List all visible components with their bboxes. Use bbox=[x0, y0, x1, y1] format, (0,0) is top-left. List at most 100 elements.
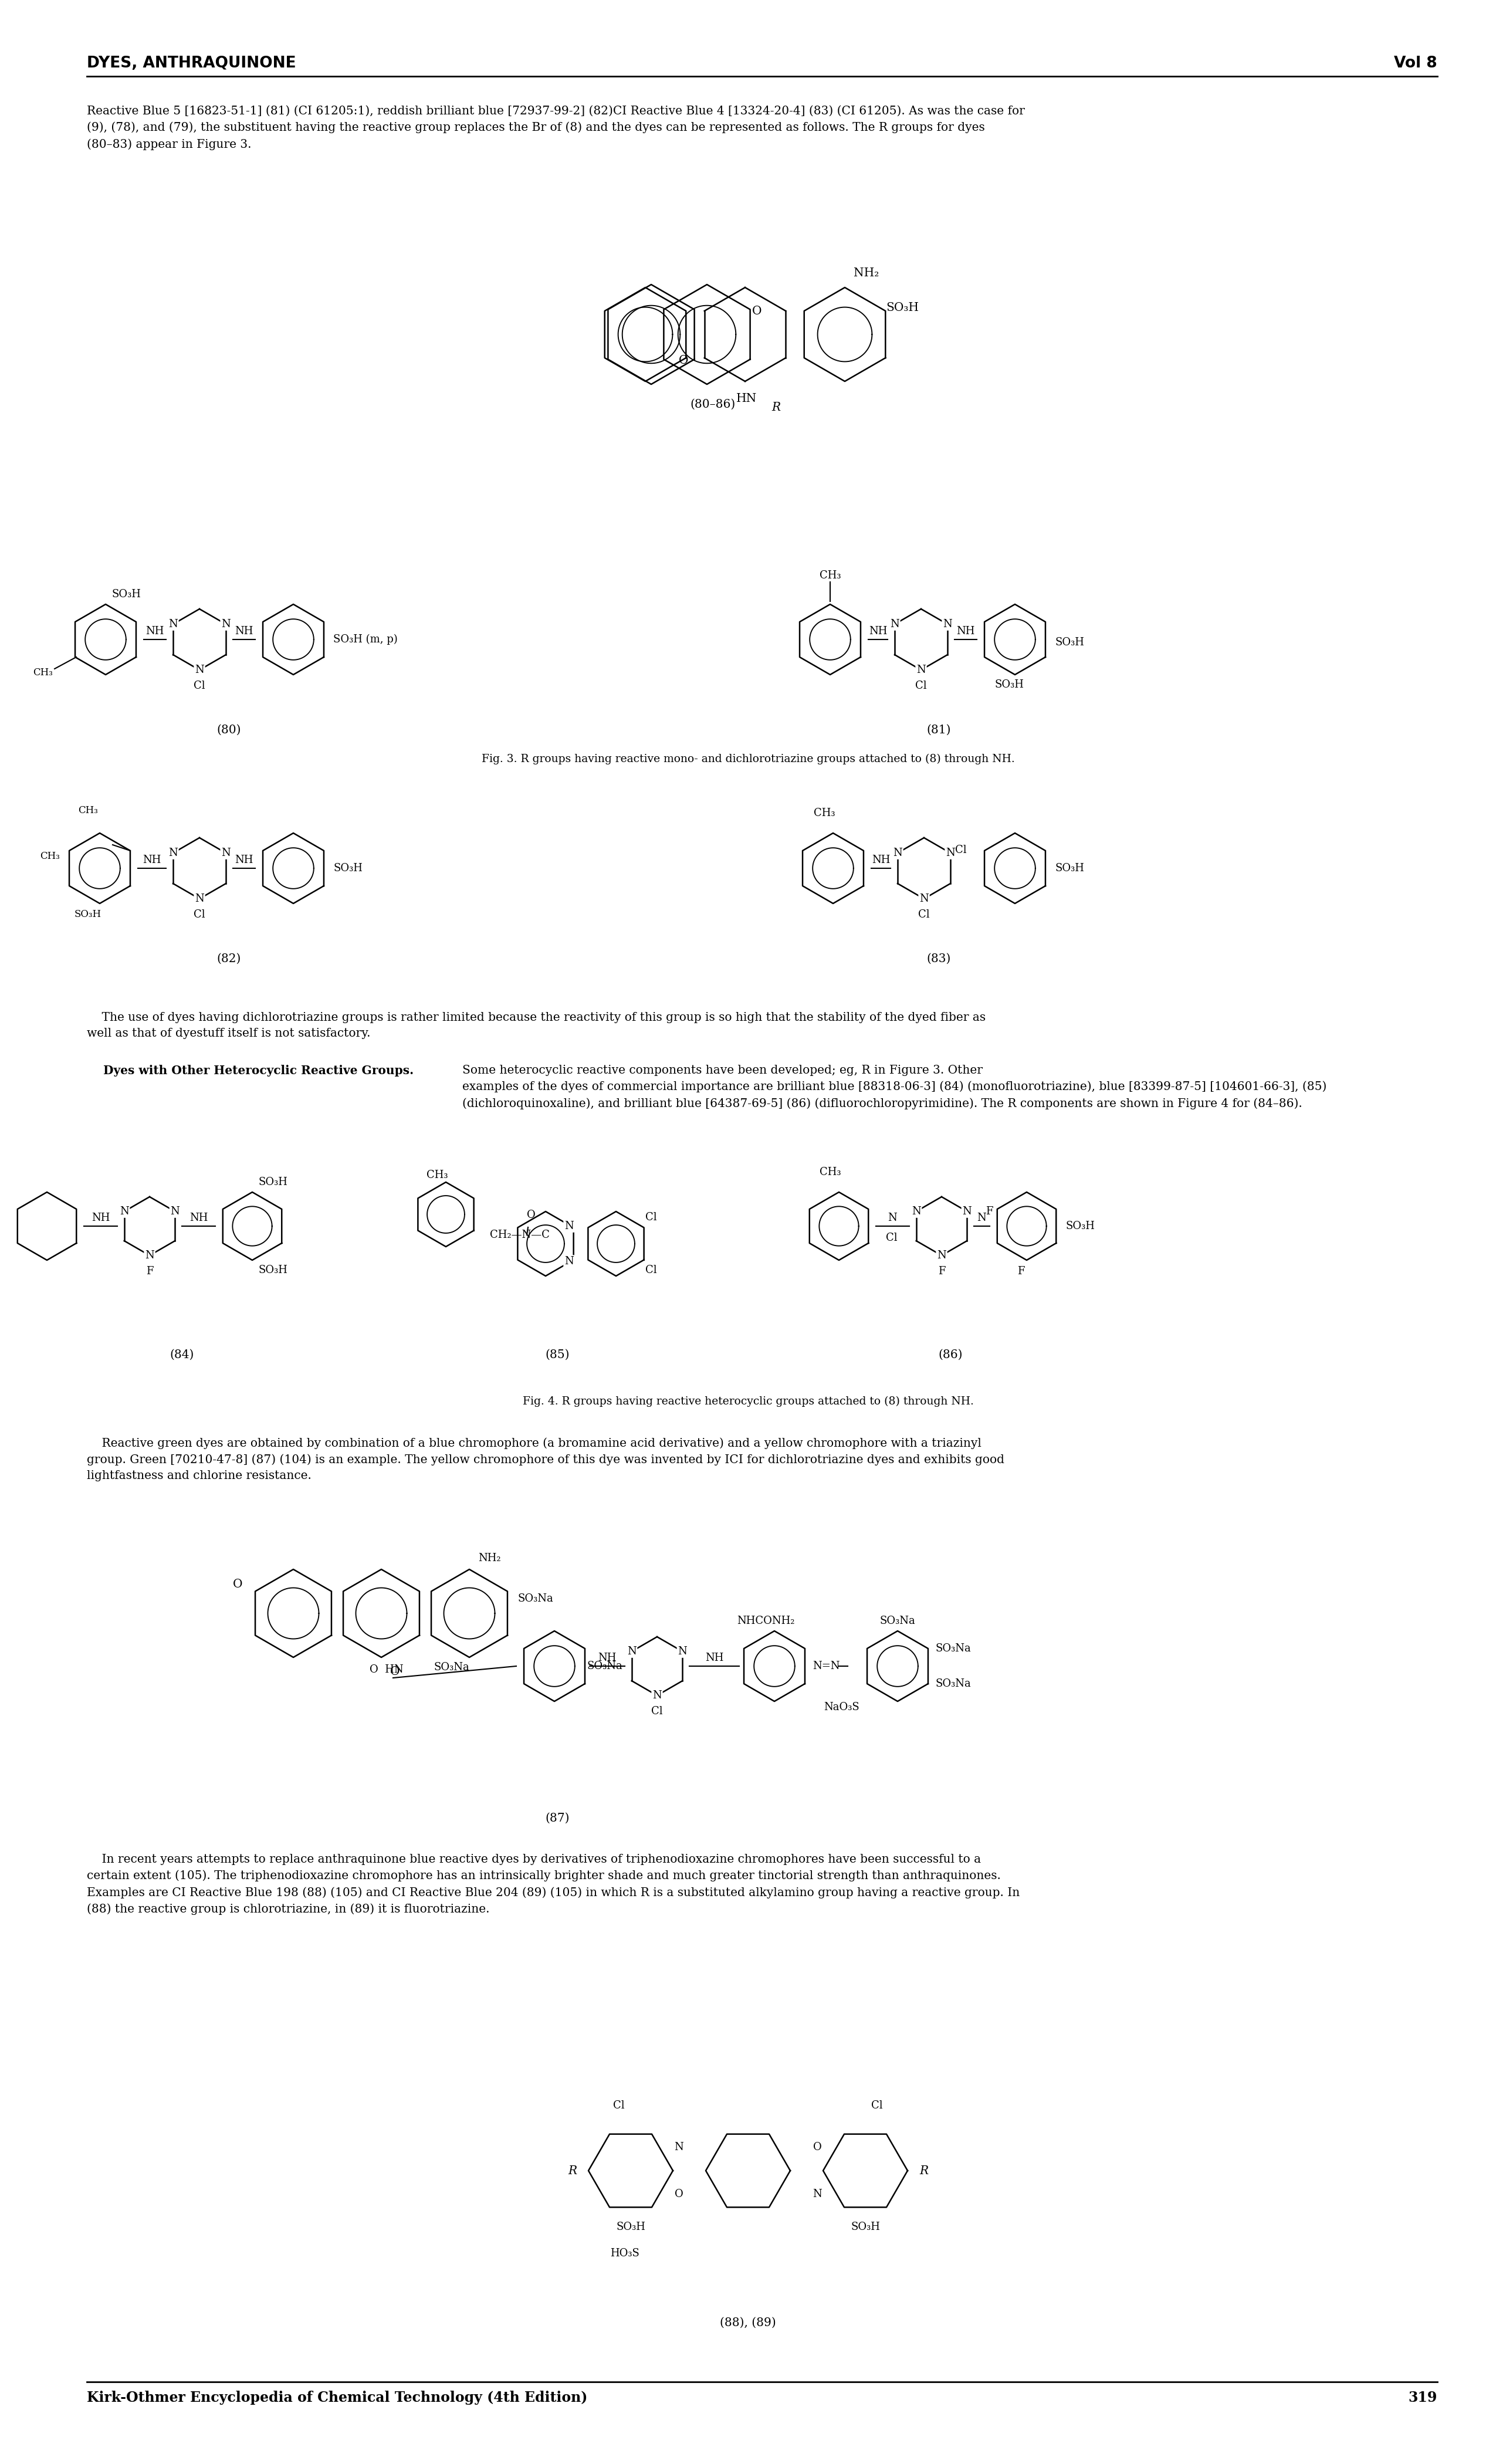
Text: O: O bbox=[527, 1210, 536, 1220]
Text: DYES, ANTHRAQUINONE: DYES, ANTHRAQUINONE bbox=[87, 57, 296, 71]
Text: Reactive Blue 5 [16823-51-1] (81) (CI 61205:1), reddish brilliant blue [72937-99: Reactive Blue 5 [16823-51-1] (81) (CI 61… bbox=[87, 106, 1025, 150]
Text: Dyes with Other Heterocyclic Reactive Groups.: Dyes with Other Heterocyclic Reactive Gr… bbox=[87, 1064, 422, 1077]
Text: SO₃H: SO₃H bbox=[1055, 862, 1085, 875]
Text: SO₃H: SO₃H bbox=[259, 1264, 287, 1276]
Text: F: F bbox=[147, 1266, 153, 1276]
Text: CH₂—N—C: CH₂—N—C bbox=[489, 1230, 549, 1239]
Text: SO₃H: SO₃H bbox=[112, 589, 141, 599]
Text: N: N bbox=[169, 618, 178, 628]
Text: R: R bbox=[920, 2166, 928, 2176]
Text: Vol 8: Vol 8 bbox=[1394, 57, 1438, 71]
Text: Cl: Cl bbox=[613, 2099, 625, 2112]
Text: Cl: Cl bbox=[886, 1232, 898, 1244]
Text: (86): (86) bbox=[938, 1350, 962, 1360]
Text: NH: NH bbox=[235, 626, 253, 636]
Text: O: O bbox=[232, 1579, 242, 1589]
Text: In recent years attempts to replace anthraquinone blue reactive dyes by derivati: In recent years attempts to replace anth… bbox=[87, 1853, 1020, 1915]
Text: Cl: Cl bbox=[916, 680, 928, 690]
Text: N: N bbox=[145, 1249, 154, 1262]
Text: SO₃H: SO₃H bbox=[75, 909, 102, 919]
Text: N: N bbox=[652, 1690, 661, 1700]
Text: O  HN: O HN bbox=[370, 1663, 404, 1676]
Text: (87): (87) bbox=[545, 1814, 570, 1823]
Text: NH: NH bbox=[91, 1212, 109, 1222]
Text: NH₂: NH₂ bbox=[854, 269, 880, 278]
Text: N: N bbox=[169, 848, 178, 857]
Text: N: N bbox=[942, 618, 951, 628]
Text: SO₃H (m, p): SO₃H (m, p) bbox=[334, 633, 398, 646]
Text: NH: NH bbox=[142, 855, 162, 865]
Text: NaO₃S: NaO₃S bbox=[824, 1703, 860, 1712]
Text: N: N bbox=[678, 1646, 687, 1656]
Text: N: N bbox=[812, 2188, 821, 2200]
Text: SO₃H: SO₃H bbox=[616, 2223, 645, 2232]
Text: CH₃: CH₃ bbox=[820, 1168, 841, 1178]
Text: HO₃S: HO₃S bbox=[610, 2247, 639, 2259]
Text: N: N bbox=[564, 1220, 573, 1232]
Text: NH: NH bbox=[190, 1212, 208, 1222]
Text: N: N bbox=[911, 1207, 922, 1217]
Text: The use of dyes having dichlorotriazine groups is rather limited because the rea: The use of dyes having dichlorotriazine … bbox=[87, 1013, 986, 1040]
Text: SO₃Na: SO₃Na bbox=[935, 1643, 971, 1653]
Text: Cl: Cl bbox=[645, 1264, 657, 1276]
Text: O: O bbox=[390, 1666, 399, 1678]
Text: O: O bbox=[679, 355, 688, 367]
Text: 319: 319 bbox=[1408, 2390, 1438, 2405]
Text: Some heterocyclic reactive components have been developed; eg, R in Figure 3. Ot: Some heterocyclic reactive components ha… bbox=[462, 1064, 1327, 1109]
Text: O: O bbox=[675, 2188, 684, 2200]
Text: CH₃: CH₃ bbox=[78, 806, 97, 816]
Text: CH₃: CH₃ bbox=[814, 808, 835, 818]
Text: N=N: N=N bbox=[812, 1661, 839, 1671]
Text: Cl: Cl bbox=[645, 1212, 657, 1222]
Text: SO₃H: SO₃H bbox=[886, 303, 919, 313]
Text: N: N bbox=[171, 1207, 180, 1217]
Text: N: N bbox=[675, 2141, 684, 2154]
Text: SO₃H: SO₃H bbox=[1065, 1220, 1095, 1232]
Text: N: N bbox=[889, 1212, 898, 1222]
Text: SO₃H: SO₃H bbox=[851, 2223, 880, 2232]
Text: Cl: Cl bbox=[871, 2099, 883, 2112]
Text: N: N bbox=[120, 1207, 129, 1217]
Text: CH₃: CH₃ bbox=[426, 1170, 447, 1180]
Text: Cl: Cl bbox=[954, 845, 966, 855]
Text: NH₂: NH₂ bbox=[479, 1552, 501, 1565]
Text: (80–86): (80–86) bbox=[690, 399, 736, 409]
Text: O: O bbox=[752, 306, 761, 318]
Text: (85): (85) bbox=[545, 1350, 570, 1360]
Text: SO₃H: SO₃H bbox=[259, 1178, 287, 1188]
Text: N: N bbox=[627, 1646, 636, 1656]
Text: SO₃H: SO₃H bbox=[1055, 638, 1085, 648]
Text: N: N bbox=[936, 1249, 945, 1262]
Text: SO₃H: SO₃H bbox=[334, 862, 362, 875]
Text: Cl: Cl bbox=[651, 1705, 663, 1717]
Text: N: N bbox=[893, 848, 902, 857]
Text: SO₃Na: SO₃Na bbox=[518, 1594, 554, 1604]
Text: O: O bbox=[812, 2141, 821, 2154]
Text: SO₃Na: SO₃Na bbox=[880, 1616, 916, 1626]
Text: NH: NH bbox=[869, 626, 887, 636]
Text: Reactive green dyes are obtained by combination of a blue chromophore (a bromami: Reactive green dyes are obtained by comb… bbox=[87, 1437, 1004, 1481]
Text: N: N bbox=[221, 618, 230, 628]
Text: (83): (83) bbox=[926, 954, 951, 963]
Text: SO₃Na: SO₃Na bbox=[586, 1661, 622, 1671]
Text: Cl: Cl bbox=[193, 909, 205, 919]
Text: N: N bbox=[890, 618, 899, 628]
Text: N: N bbox=[945, 848, 954, 857]
Text: (88), (89): (88), (89) bbox=[720, 2316, 776, 2328]
Text: NH: NH bbox=[235, 855, 253, 865]
Text: N: N bbox=[920, 894, 929, 904]
Text: N: N bbox=[977, 1212, 986, 1222]
Text: HN: HN bbox=[736, 394, 757, 404]
Text: CH₃: CH₃ bbox=[820, 569, 841, 582]
Text: Fig. 3. R groups having reactive mono- and dichlorotriazine groups attached to (: Fig. 3. R groups having reactive mono- a… bbox=[482, 754, 1014, 764]
Text: Cl: Cl bbox=[193, 680, 205, 690]
Text: CH₃: CH₃ bbox=[40, 853, 60, 862]
Text: NH: NH bbox=[145, 626, 165, 636]
Text: NH: NH bbox=[705, 1653, 724, 1663]
Text: NH: NH bbox=[872, 855, 890, 865]
Text: N: N bbox=[194, 894, 203, 904]
Text: Fig. 4. R groups having reactive heterocyclic groups attached to (8) through NH.: Fig. 4. R groups having reactive heteroc… bbox=[522, 1397, 974, 1407]
Text: N: N bbox=[962, 1207, 971, 1217]
Text: (82): (82) bbox=[217, 954, 241, 963]
Text: F: F bbox=[1017, 1266, 1025, 1276]
